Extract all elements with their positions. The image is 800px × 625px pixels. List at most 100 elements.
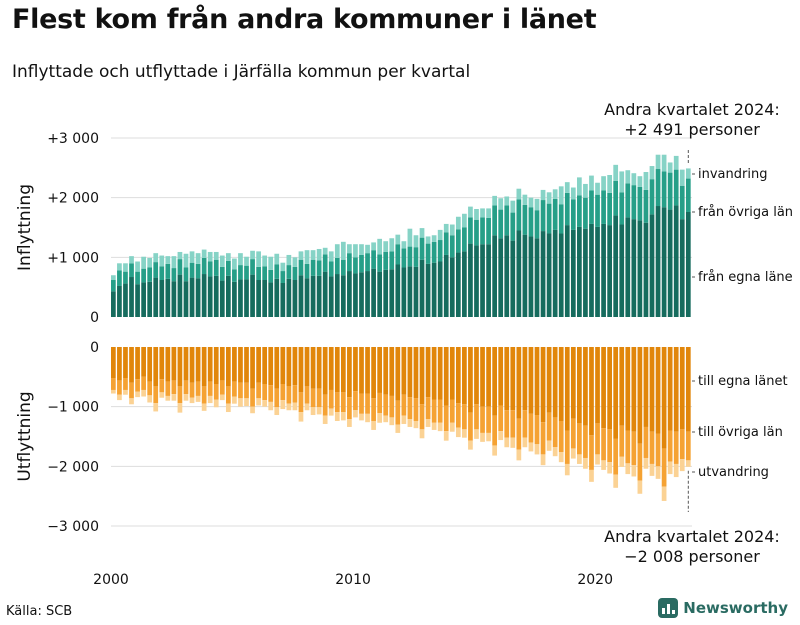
bar-inflyttning-invandring: [649, 166, 655, 180]
bar-inflyttning-egna-lan: [141, 282, 146, 317]
bar-utflyttning-utvandring: [583, 457, 588, 469]
bar-inflyttning-ovriga-lan: [607, 192, 612, 226]
bar-inflyttning-invandring: [111, 275, 116, 281]
bar-utflyttning-ovriga-lan: [347, 397, 352, 420]
bar-inflyttning-invandring: [383, 241, 389, 252]
bar-inflyttning-invandring: [274, 253, 280, 265]
bar-utflyttning-utvandring: [528, 442, 534, 452]
bar-inflyttning-ovriga-lan: [383, 251, 389, 270]
bar-inflyttning-egna-lan: [534, 238, 540, 317]
bar-utflyttning-ovriga-lan: [111, 378, 116, 390]
bar-inflyttning-egna-lan: [425, 263, 431, 317]
bar-utflyttning-egna-lan: [673, 347, 679, 432]
bar-inflyttning-egna-lan: [159, 280, 165, 317]
y-tick-label-bottom: −2 000: [47, 459, 99, 475]
bar-inflyttning-ovriga-lan: [649, 179, 655, 215]
bar-inflyttning-ovriga-lan: [159, 266, 165, 281]
bar-inflyttning-ovriga-lan: [437, 240, 443, 262]
bar-utflyttning-egna-lan: [232, 347, 237, 382]
bar-utflyttning-utvandring: [419, 429, 425, 439]
bar-inflyttning-egna-lan: [359, 272, 364, 317]
bar-utflyttning-egna-lan: [661, 347, 667, 449]
bar-inflyttning-ovriga-lan: [328, 261, 334, 277]
bar-inflyttning-ovriga-lan: [407, 246, 413, 267]
bar-inflyttning-ovriga-lan: [655, 169, 661, 207]
bar-inflyttning-invandring: [129, 256, 134, 264]
series-label-bottom: till övriga län: [698, 425, 783, 440]
bar-inflyttning-ovriga-lan: [443, 232, 449, 255]
bar-utflyttning-ovriga-lan: [504, 410, 510, 438]
bar-inflyttning-invandring: [117, 263, 122, 271]
y-tick-label-top: +2 000: [47, 191, 99, 207]
y-tick-label-top: +1 000: [47, 250, 99, 266]
bar-utflyttning-ovriga-lan: [540, 422, 546, 455]
bar-utflyttning-utvandring: [685, 460, 691, 467]
bar-utflyttning-utvandring: [425, 419, 431, 427]
bar-inflyttning-invandring: [631, 173, 637, 186]
bar-utflyttning-egna-lan: [577, 347, 582, 424]
bar-inflyttning-egna-lan: [583, 228, 588, 317]
bar-utflyttning-utvandring: [619, 456, 625, 467]
bar-inflyttning-egna-lan: [595, 226, 600, 317]
bar-inflyttning-invandring: [322, 247, 328, 255]
bar-utflyttning-egna-lan: [153, 347, 159, 387]
bar-utflyttning-utvandring: [462, 429, 467, 438]
bar-utflyttning-egna-lan: [401, 347, 407, 395]
bar-inflyttning-invandring: [425, 236, 431, 244]
bar-inflyttning-egna-lan: [443, 254, 449, 317]
bar-utflyttning-utvandring: [201, 403, 207, 411]
bar-inflyttning-ovriga-lan: [577, 195, 582, 227]
bar-utflyttning-ovriga-lan: [601, 428, 606, 461]
bar-inflyttning-invandring: [619, 171, 625, 193]
bar-utflyttning-egna-lan: [437, 347, 443, 400]
bar-utflyttning-ovriga-lan: [365, 393, 370, 414]
bar-inflyttning-egna-lan: [498, 238, 504, 317]
bar-inflyttning-invandring: [407, 228, 413, 247]
bar-inflyttning-invandring: [564, 182, 570, 193]
bar-utflyttning-utvandring: [165, 395, 171, 401]
bar-inflyttning-ovriga-lan: [462, 227, 467, 252]
series-label-top: från egna läne: [698, 270, 793, 285]
bar-inflyttning-ovriga-lan: [225, 260, 231, 276]
bar-inflyttning-invandring: [534, 198, 540, 211]
bar-utflyttning-utvandring: [661, 486, 667, 501]
x-tick-label: 2010: [335, 572, 371, 588]
bar-inflyttning-invandring: [147, 257, 153, 268]
y-tick-label-bottom: −3 000: [47, 519, 99, 535]
bar-utflyttning-utvandring: [147, 395, 153, 403]
bar-utflyttning-ovriga-lan: [425, 397, 431, 420]
bar-inflyttning-ovriga-lan: [183, 267, 189, 282]
bar-utflyttning-egna-lan: [462, 347, 467, 405]
chart-title: Flest kom från andra kommuner i länet: [12, 4, 597, 35]
bar-utflyttning-ovriga-lan: [304, 386, 310, 404]
bar-utflyttning-egna-lan: [631, 347, 637, 432]
bar-inflyttning-egna-lan: [492, 235, 498, 317]
bar-utflyttning-utvandring: [468, 440, 473, 450]
bar-inflyttning-invandring: [413, 235, 419, 248]
bar-utflyttning-egna-lan: [165, 347, 171, 382]
bar-inflyttning-egna-lan: [135, 284, 140, 317]
bar-inflyttning-invandring: [673, 155, 679, 170]
bar-utflyttning-utvandring: [613, 474, 619, 488]
bar-inflyttning-egna-lan: [238, 279, 243, 317]
bar-utflyttning-egna-lan: [540, 347, 546, 423]
bar-utflyttning-egna-lan: [607, 347, 612, 430]
bar-inflyttning-egna-lan: [286, 278, 292, 317]
y-tick-label-top: 0: [90, 310, 99, 326]
bar-inflyttning-invandring: [679, 169, 685, 186]
bar-utflyttning-ovriga-lan: [153, 386, 159, 404]
bar-inflyttning-invandring: [365, 244, 370, 254]
bar-utflyttning-egna-lan: [589, 347, 594, 436]
bar-inflyttning-egna-lan: [225, 275, 231, 317]
bar-utflyttning-utvandring: [637, 480, 643, 494]
bar-utflyttning-ovriga-lan: [480, 406, 485, 433]
bar-inflyttning-invandring: [419, 228, 425, 238]
bar-inflyttning-invandring: [183, 253, 189, 268]
bar-inflyttning-invandring: [643, 172, 649, 190]
bar-inflyttning-ovriga-lan: [643, 189, 649, 223]
bar-inflyttning-egna-lan: [123, 283, 128, 317]
bar-utflyttning-egna-lan: [619, 347, 625, 426]
bar-utflyttning-utvandring: [365, 413, 370, 423]
bar-utflyttning-utvandring: [256, 398, 261, 406]
bar-inflyttning-invandring: [177, 251, 183, 260]
